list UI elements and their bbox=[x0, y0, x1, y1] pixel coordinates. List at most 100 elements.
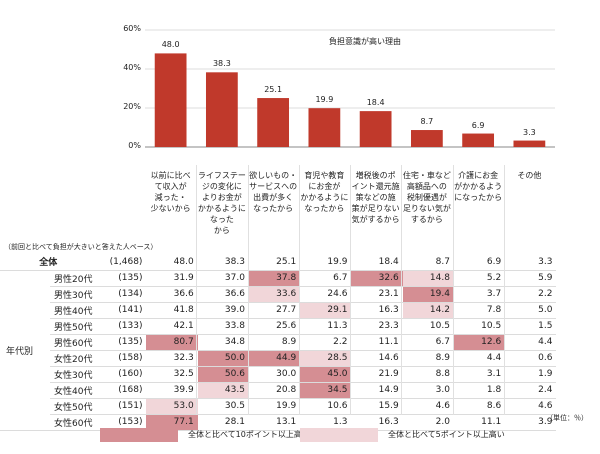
table-cell: 4.6 bbox=[402, 398, 454, 415]
category-label-line: 少ないから bbox=[150, 204, 191, 213]
column-separator bbox=[503, 165, 505, 415]
table-cell: 2.4 bbox=[505, 382, 557, 399]
legend-swatch-5pt bbox=[300, 428, 378, 442]
table-cell: 48.0 bbox=[146, 254, 198, 271]
table-cell: 2.2 bbox=[300, 334, 352, 351]
category-label-line: よりお金が bbox=[201, 193, 242, 202]
table-cell: 45.0 bbox=[300, 366, 352, 383]
base-note: （前回と比べて負担が大きいと答えた人ベース） bbox=[4, 243, 158, 251]
table-cell: 32.3 bbox=[146, 350, 198, 367]
row-label: 女性40代 bbox=[50, 382, 97, 399]
table-cell: 30.5 bbox=[197, 398, 249, 415]
table-cell: 39.9 bbox=[146, 382, 198, 399]
table-cell: 5.0 bbox=[505, 302, 557, 319]
bar bbox=[154, 53, 187, 147]
table-cell: 33.6 bbox=[248, 286, 301, 303]
category-label-line: から bbox=[213, 226, 230, 235]
legend-label-10pt: 全体と比べて10ポイント以上高い bbox=[188, 430, 310, 439]
row-sample-size: (141) bbox=[96, 302, 147, 319]
category-label: 介護にお金 がかかるよう になったから bbox=[453, 170, 504, 203]
table-cell: 6.7 bbox=[402, 334, 454, 351]
row-sample-size: (158) bbox=[96, 350, 147, 367]
category-label-line: イント還元施 bbox=[351, 182, 400, 191]
table-cell: 32.6 bbox=[351, 270, 403, 287]
unit-note: （単位：％） bbox=[546, 414, 588, 422]
table-cell: 13.1 bbox=[248, 414, 301, 431]
row-label: 男性50代 bbox=[50, 318, 97, 335]
table-cell: 31.9 bbox=[146, 270, 198, 287]
table-cell: 1.5 bbox=[505, 318, 557, 335]
table-cell: 19.9 bbox=[300, 254, 352, 271]
table-cell: 20.8 bbox=[248, 382, 301, 399]
bar bbox=[513, 140, 546, 147]
bar-value-label: 8.7 bbox=[420, 117, 434, 127]
table-row: 全体 (1,468) 48.0 38.3 25.1 19.9 18.4 8.7 6.9 3.3 bbox=[0, 254, 557, 271]
y-tick-label: 40% bbox=[123, 63, 141, 72]
category-label-line: ライフステー bbox=[197, 171, 246, 180]
table-cell: 28.5 bbox=[300, 350, 352, 367]
table-cell: 8.8 bbox=[402, 366, 454, 383]
category-label-line: その他 bbox=[517, 171, 542, 180]
bar-value-label: 18.4 bbox=[366, 98, 385, 108]
row-label: 男性30代 bbox=[50, 286, 97, 303]
table-cell: 24.6 bbox=[300, 286, 352, 303]
bar bbox=[257, 98, 290, 147]
table-cell: 19.4 bbox=[402, 286, 454, 303]
table-cell: 25.1 bbox=[248, 254, 301, 271]
table-cell: 21.9 bbox=[351, 366, 403, 383]
y-tick-label: 20% bbox=[123, 102, 141, 111]
category-label-line: 高額品への bbox=[406, 182, 447, 191]
table-cell: 50.6 bbox=[197, 366, 249, 383]
category-label: その他 bbox=[504, 170, 555, 181]
row-label: 女性20代 bbox=[50, 350, 97, 367]
row-label: 全体 bbox=[0, 254, 97, 271]
row-sample-size: (168) bbox=[96, 382, 147, 399]
category-label-line: 出費が多く bbox=[253, 193, 294, 202]
table-cell: 34.5 bbox=[300, 382, 352, 399]
table-cell: 1.9 bbox=[505, 366, 557, 383]
category-label-line: 策などの施 bbox=[355, 193, 396, 202]
table-cell: 3.3 bbox=[505, 254, 557, 271]
table-row: 女性30代 (160) 32.5 50.6 30.0 45.0 21.9 8.8 3.1 1.9 bbox=[0, 366, 557, 383]
table-cell: 27.7 bbox=[248, 302, 301, 319]
category-label: ライフステー ジの変化に よりお金が かかるように なった から bbox=[196, 170, 247, 236]
category-label-line: 欲しいもの・ bbox=[249, 171, 298, 180]
row-label: 女性50代 bbox=[50, 398, 97, 415]
row-label: 女性60代 bbox=[50, 414, 97, 431]
category-label-line: て収入が bbox=[154, 182, 187, 191]
category-label-line: になったから bbox=[454, 193, 503, 202]
table-cell: 11.3 bbox=[300, 318, 352, 335]
column-separator bbox=[452, 165, 454, 415]
table-row: 女性20代 (158) 32.3 50.0 44.9 28.5 14.6 8.9 4.4 0.6 bbox=[0, 350, 557, 367]
table-cell: 80.7 bbox=[146, 334, 198, 351]
table-cell: 1.8 bbox=[453, 382, 506, 399]
table-cell: 37.8 bbox=[248, 270, 301, 287]
table-cell: 2.2 bbox=[505, 286, 557, 303]
category-label-line: 足りない気が bbox=[402, 204, 451, 213]
table-cell: 43.5 bbox=[197, 382, 249, 399]
table-cell: 8.6 bbox=[453, 398, 506, 415]
table-cell: 5.9 bbox=[505, 270, 557, 287]
row-sample-size: (151) bbox=[96, 398, 147, 415]
category-label: 育児や教育 にお金が かかるように なったから bbox=[299, 170, 350, 214]
category-label-line: かかるように bbox=[197, 204, 246, 213]
row-label: 男性20代 bbox=[50, 270, 97, 287]
bar bbox=[308, 108, 341, 147]
column-separator bbox=[350, 165, 351, 415]
table-cell: 3.1 bbox=[453, 366, 506, 383]
row-sample-size: (160) bbox=[96, 366, 147, 383]
table-row: 男性40代 (141) 41.8 39.0 27.7 29.1 16.3 14.2 7.8 5.0 bbox=[0, 302, 557, 319]
category-label: 欲しいもの・ サービスへの 出費が多く なったから bbox=[248, 170, 299, 214]
table-cell: 4.4 bbox=[505, 334, 557, 351]
y-tick-label: 0% bbox=[128, 141, 141, 150]
category-label-line: 気がするから bbox=[351, 215, 400, 224]
table-cell: 6.9 bbox=[453, 254, 506, 271]
table-cell: 3.7 bbox=[453, 286, 506, 303]
bar-value-label: 38.3 bbox=[212, 59, 231, 69]
category-label-line: なったから bbox=[253, 204, 294, 213]
category-label-line: 策が足りない bbox=[351, 204, 400, 213]
category-label-line: 減った・ bbox=[154, 193, 187, 202]
category-label-line: 増税後のポ bbox=[355, 171, 396, 180]
table-cell: 14.9 bbox=[351, 382, 403, 399]
category-label-line: なった bbox=[209, 215, 234, 224]
